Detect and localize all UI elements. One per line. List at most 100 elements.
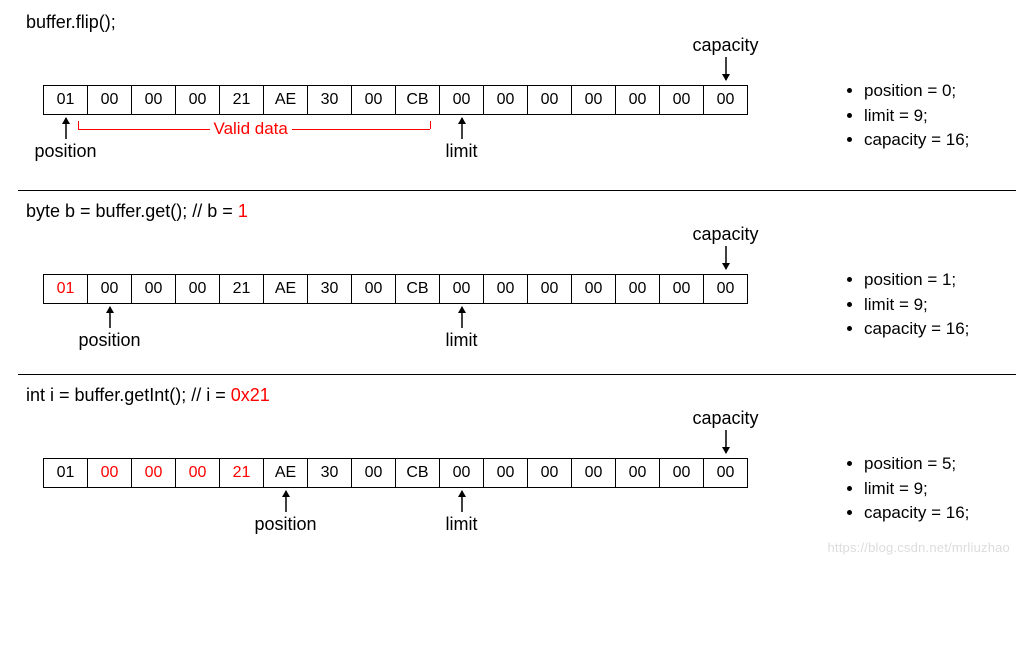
section-0: buffer.flip();capacity0100000021AE3000CB… (18, 12, 1016, 184)
code-line: buffer.flip(); (26, 12, 1016, 33)
position-arrow-icon (105, 306, 115, 328)
code-line: int i = buffer.getInt(); // i = 0x21 (26, 385, 1016, 406)
section-2: int i = buffer.getInt(); // i = 0x21capa… (18, 385, 1016, 557)
limit-arrow-icon (457, 117, 467, 139)
buffer-cell: 00 (703, 458, 748, 488)
buffer-cell: 01 (43, 458, 88, 488)
buffer-cell: CB (395, 458, 440, 488)
buffer-cell: 00 (483, 274, 528, 304)
property-item: capacity = 16; (864, 317, 1028, 342)
capacity-arrow-icon (721, 246, 731, 270)
limit-arrow-icon (457, 490, 467, 512)
position-arrow-icon (61, 117, 71, 139)
buffer-cell: 21 (219, 85, 264, 115)
property-item: position = 5; (864, 452, 1028, 477)
buffer-cell: 00 (703, 85, 748, 115)
position-label: position (26, 141, 106, 162)
buffer-cell: 00 (527, 85, 572, 115)
buffer-cell: 01 (43, 274, 88, 304)
buffer-cell: 00 (483, 458, 528, 488)
buffer-cell: 00 (131, 274, 176, 304)
buffer-cell: 30 (307, 274, 352, 304)
buffer-cell: 00 (87, 458, 132, 488)
properties-list: position = 5;limit = 9;capacity = 16; (838, 406, 1028, 526)
buffer-cell: 00 (571, 85, 616, 115)
buffer-cell: 00 (527, 458, 572, 488)
limit-arrow-icon (457, 306, 467, 328)
buffer-cell: 00 (175, 85, 220, 115)
buffer-cells: 0100000021AE3000CB00000000000000 (43, 458, 748, 488)
section-divider (18, 374, 1016, 375)
buffer-cell: 01 (43, 85, 88, 115)
buffer-cell: 00 (615, 85, 660, 115)
capacity-label: capacity (686, 408, 766, 429)
property-item: limit = 9; (864, 477, 1028, 502)
code-text: buffer.flip(); (26, 12, 116, 32)
buffer-cell: 21 (219, 458, 264, 488)
valid-data-label: Valid data (210, 119, 292, 139)
buffer-cell: 00 (87, 274, 132, 304)
buffer-cell: 00 (615, 274, 660, 304)
buffer-cell: AE (263, 274, 308, 304)
buffer-cell: 00 (703, 274, 748, 304)
position-label: position (70, 330, 150, 351)
buffer-cell: 00 (439, 458, 484, 488)
section-divider (18, 190, 1016, 191)
limit-label: limit (432, 141, 492, 162)
valid-data-tick (430, 121, 431, 129)
buffer-cell: 00 (351, 85, 396, 115)
buffer-cell: 00 (571, 274, 616, 304)
property-item: limit = 9; (864, 104, 1028, 129)
code-highlight: 0x21 (231, 385, 270, 405)
code-text: byte b = buffer.get(); // b = (26, 201, 238, 221)
buffer-cell: 00 (351, 274, 396, 304)
buffer-cell: 00 (87, 85, 132, 115)
section-1: byte b = buffer.get(); // b = 1capacity0… (18, 201, 1016, 368)
property-item: capacity = 16; (864, 501, 1028, 526)
buffer-cells: 0100000021AE3000CB00000000000000 (43, 274, 748, 304)
capacity-label: capacity (686, 35, 766, 56)
properties-list: position = 1;limit = 9;capacity = 16; (838, 222, 1028, 342)
buffer-cell: AE (263, 458, 308, 488)
valid-data-tick (78, 121, 79, 129)
buffer-diagram: capacity0100000021AE3000CB00000000000000… (18, 33, 838, 184)
position-label: position (246, 514, 326, 535)
buffer-cell: 00 (527, 274, 572, 304)
buffer-cell: 21 (219, 274, 264, 304)
buffer-cell: 00 (483, 85, 528, 115)
limit-label: limit (432, 330, 492, 351)
buffer-cells: 0100000021AE3000CB00000000000000 (43, 85, 748, 115)
code-line: byte b = buffer.get(); // b = 1 (26, 201, 1016, 222)
code-highlight: 1 (238, 201, 248, 221)
buffer-cell: 00 (351, 458, 396, 488)
buffer-cell: 00 (659, 274, 704, 304)
buffer-cell: 30 (307, 85, 352, 115)
property-item: limit = 9; (864, 293, 1028, 318)
buffer-cell: 00 (571, 458, 616, 488)
buffer-cell: CB (395, 274, 440, 304)
buffer-cell: CB (395, 85, 440, 115)
capacity-label: capacity (686, 224, 766, 245)
buffer-cell: 00 (175, 274, 220, 304)
buffer-cell: 00 (131, 85, 176, 115)
buffer-cell: 00 (659, 85, 704, 115)
capacity-arrow-icon (721, 57, 731, 81)
buffer-cell: 00 (659, 458, 704, 488)
buffer-cell: 00 (439, 274, 484, 304)
position-arrow-icon (281, 490, 291, 512)
property-item: position = 1; (864, 268, 1028, 293)
capacity-arrow-icon (721, 430, 731, 454)
property-item: position = 0; (864, 79, 1028, 104)
buffer-cell: 00 (131, 458, 176, 488)
buffer-cell: 30 (307, 458, 352, 488)
buffer-cell: AE (263, 85, 308, 115)
buffer-diagram: capacity0100000021AE3000CB00000000000000… (18, 406, 838, 557)
buffer-cell: 00 (615, 458, 660, 488)
buffer-diagram: capacity0100000021AE3000CB00000000000000… (18, 222, 838, 368)
watermark: https://blog.csdn.net/mrliuzhao (827, 540, 1010, 555)
code-text: int i = buffer.getInt(); // i = (26, 385, 231, 405)
property-item: capacity = 16; (864, 128, 1028, 153)
buffer-cell: 00 (439, 85, 484, 115)
limit-label: limit (432, 514, 492, 535)
buffer-cell: 00 (175, 458, 220, 488)
